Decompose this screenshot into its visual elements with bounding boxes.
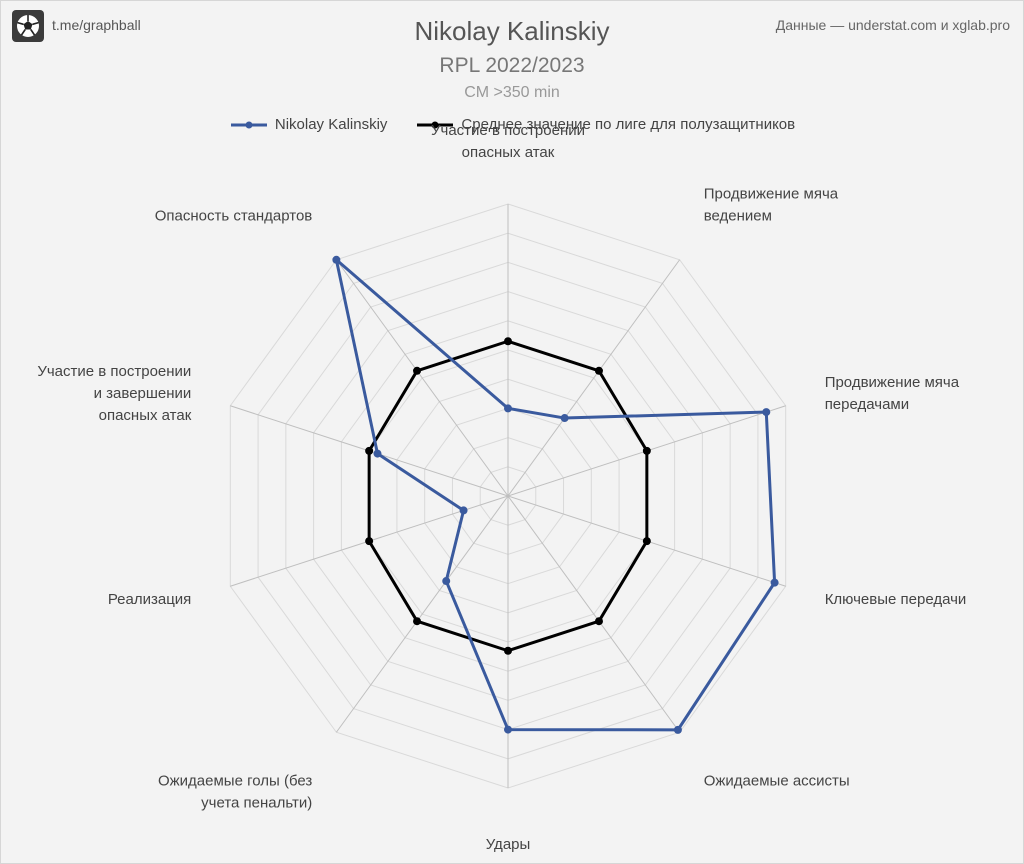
- data-point-average: [642, 537, 651, 546]
- data-point-player: [459, 506, 468, 515]
- axis-spoke: [507, 495, 681, 733]
- axis-label: Участие в построении и завершении опасных …: [37, 363, 191, 424]
- data-point-player: [673, 725, 682, 734]
- data-point-player: [560, 414, 569, 423]
- data-point-average: [504, 646, 512, 655]
- axis-label: Ключевые передачи: [825, 591, 967, 608]
- legend: Nikolay Kalinskiy Среднее значение по ли…: [0, 116, 1024, 133]
- legend-item-player: Nikolay Kalinskiy: [229, 116, 388, 133]
- soccer-ball-icon: [12, 10, 44, 42]
- chart-note: CM >350 min: [464, 84, 560, 101]
- chart-title: Nikolay Kalinskiy: [414, 16, 610, 46]
- data-point-average: [504, 337, 512, 346]
- data-point-player: [762, 408, 771, 417]
- channel-link[interactable]: t.me/graphball: [52, 17, 141, 33]
- axis-label: Продвижение мяча передачами: [825, 374, 960, 413]
- data-point-average: [365, 537, 374, 546]
- data-point-player: [770, 578, 779, 587]
- legend-swatch-player: [230, 121, 267, 128]
- axis-label: Ожидаемые ассисты: [704, 772, 850, 789]
- legend-label-player: Nikolay Kalinskiy: [274, 116, 388, 133]
- data-point-average: [413, 366, 422, 375]
- data-point-player: [373, 449, 382, 458]
- data-point-player: [504, 404, 512, 413]
- data-point-average: [365, 446, 374, 455]
- axis-label: Удары: [486, 836, 531, 853]
- data-point-player: [332, 255, 341, 264]
- axis-label: Реализация: [108, 591, 191, 608]
- axis-label: Продвижение мяча ведением: [704, 186, 839, 225]
- data-point-average: [594, 617, 603, 626]
- axis-spoke: [507, 259, 681, 497]
- data-source: Данные — understat.com и xglab.pro: [775, 17, 1010, 33]
- axis-label: Ожидаемые голы (без учета пенальти): [158, 772, 312, 811]
- data-point-average: [413, 617, 422, 626]
- axis-spoke: [335, 259, 509, 497]
- axis-label: Участие в построении опасных атак: [431, 122, 585, 161]
- legend-label-average: Среднее значение по лиге для полузащитни…: [461, 116, 796, 133]
- axis-label: Опасность стандартов: [155, 208, 313, 225]
- axis-spoke: [335, 495, 509, 733]
- chart-subtitle: RPL 2022/2023: [439, 54, 585, 77]
- legend-item-average: Среднее значение по лиге для полузащитни…: [415, 116, 795, 133]
- data-point-average: [642, 446, 651, 455]
- series-line-player: [334, 258, 777, 732]
- data-point-player: [442, 577, 451, 586]
- data-point-player: [504, 725, 512, 734]
- data-point-average: [594, 366, 603, 375]
- legend-swatch-average: [417, 121, 454, 128]
